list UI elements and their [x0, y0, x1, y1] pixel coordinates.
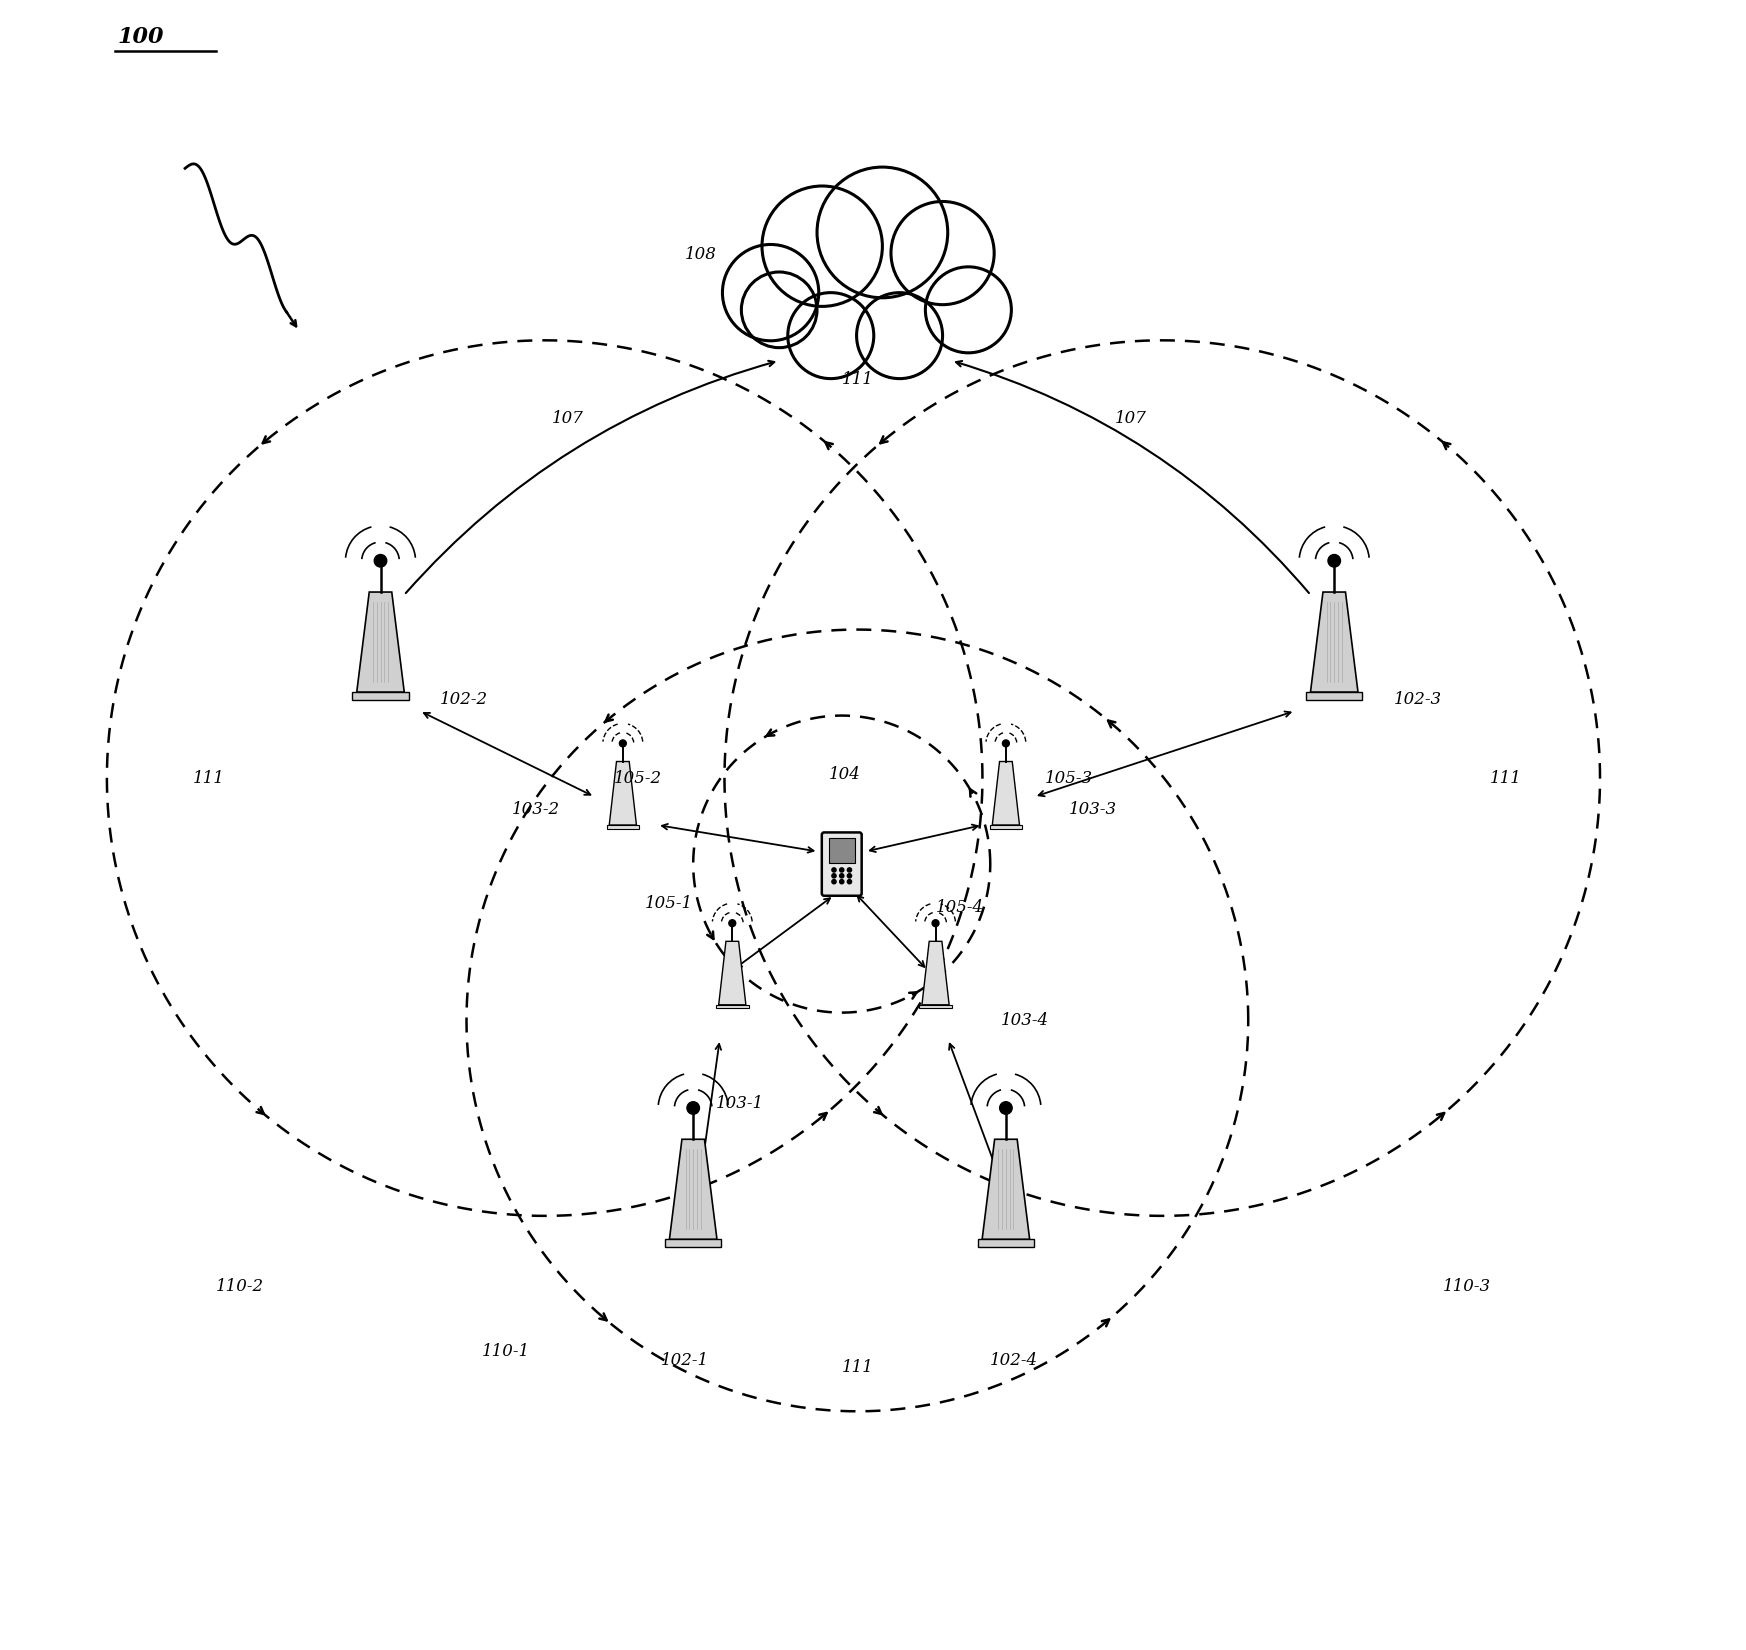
Text: 105-2: 105-2 [615, 769, 662, 787]
Bar [978, 1239, 1034, 1247]
Bar [990, 825, 1021, 828]
Polygon shape [983, 1138, 1030, 1239]
Polygon shape [1311, 592, 1358, 691]
Circle shape [925, 267, 1011, 353]
Text: 111: 111 [192, 769, 225, 787]
Circle shape [847, 879, 852, 884]
Polygon shape [719, 940, 746, 1005]
Bar [918, 1005, 952, 1008]
Circle shape [840, 879, 843, 884]
Polygon shape [669, 1138, 718, 1239]
Circle shape [932, 919, 939, 927]
Bar [716, 1005, 749, 1008]
Text: 110-2: 110-2 [217, 1277, 264, 1295]
Bar [829, 838, 856, 863]
Circle shape [787, 292, 873, 378]
Bar [665, 1239, 721, 1247]
Circle shape [857, 292, 943, 378]
Text: 108: 108 [684, 246, 718, 262]
Text: 103-4: 103-4 [1000, 1011, 1049, 1030]
Bar [606, 825, 639, 828]
Circle shape [1002, 739, 1009, 747]
Circle shape [817, 167, 948, 297]
Circle shape [761, 186, 882, 307]
Text: 102-1: 102-1 [662, 1351, 709, 1370]
Circle shape [1000, 1102, 1013, 1114]
Text: 107: 107 [1116, 409, 1147, 427]
Text: 102-2: 102-2 [440, 691, 489, 708]
Circle shape [374, 554, 388, 568]
Polygon shape [356, 592, 405, 691]
Circle shape [847, 868, 852, 873]
Text: 107: 107 [552, 409, 585, 427]
Polygon shape [609, 762, 637, 825]
Circle shape [831, 874, 836, 878]
Circle shape [686, 1102, 700, 1114]
Text: 102-3: 102-3 [1393, 691, 1442, 708]
Circle shape [890, 201, 993, 305]
Text: 103-2: 103-2 [512, 800, 560, 818]
Circle shape [723, 244, 819, 342]
Text: 104: 104 [829, 766, 861, 782]
Circle shape [831, 879, 836, 884]
Circle shape [742, 272, 817, 348]
Circle shape [728, 919, 735, 927]
Text: 110-1: 110-1 [482, 1343, 529, 1360]
Polygon shape [922, 940, 950, 1005]
Text: 100: 100 [117, 26, 164, 48]
Circle shape [1329, 554, 1341, 568]
FancyBboxPatch shape [822, 833, 863, 896]
Text: 105-4: 105-4 [936, 899, 983, 916]
Text: 111: 111 [1491, 769, 1523, 787]
Circle shape [831, 868, 836, 873]
Text: 105-1: 105-1 [644, 894, 693, 912]
Circle shape [840, 868, 843, 873]
Text: 103-3: 103-3 [1069, 800, 1116, 818]
Text: 102-4: 102-4 [990, 1351, 1037, 1370]
Circle shape [840, 874, 843, 878]
Bar [1306, 691, 1362, 700]
Text: 103-1: 103-1 [716, 1096, 765, 1112]
Text: 105-3: 105-3 [1046, 769, 1093, 787]
Circle shape [620, 739, 627, 747]
Text: 110-3: 110-3 [1442, 1277, 1491, 1295]
Text: 111: 111 [842, 1360, 873, 1376]
Circle shape [847, 874, 852, 878]
Bar [353, 691, 409, 700]
Text: 111: 111 [842, 371, 873, 388]
Polygon shape [992, 762, 1020, 825]
